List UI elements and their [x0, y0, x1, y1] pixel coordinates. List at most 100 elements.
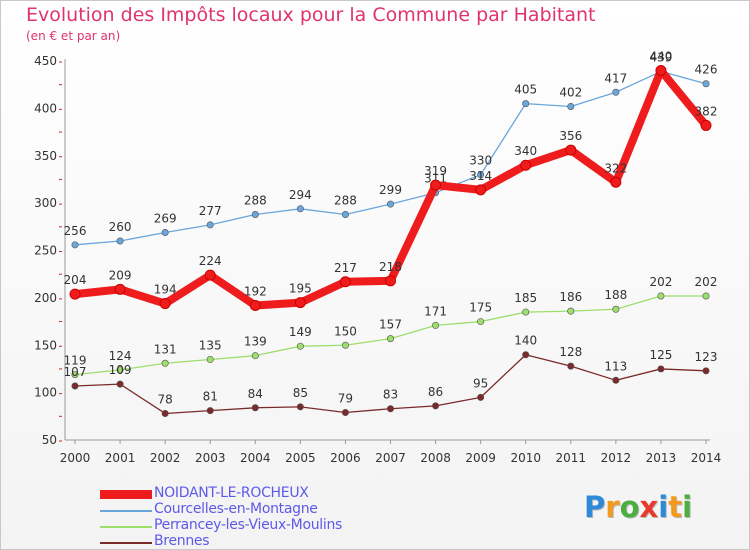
data-label-perrancey-les-vieux-moulins: 175 [469, 301, 492, 315]
data-point-noidant-le-rocheux [114, 283, 126, 295]
data-point-noidant-le-rocheux [655, 64, 667, 76]
x-tick-label: 2001 [105, 451, 136, 465]
logo-letter: i [682, 490, 693, 524]
data-point-perrancey-les-vieux-moulins [477, 318, 485, 326]
data-label-noidant-le-rocheux: 192 [244, 284, 267, 298]
y-tick-label: 450 [34, 54, 57, 68]
data-label-brennes: 79 [338, 392, 353, 406]
data-point-brennes [251, 404, 259, 412]
data-label-noidant-le-rocheux: 440 [649, 49, 672, 63]
x-tick-label: 2000 [60, 451, 91, 465]
data-point-courcelles-en-montagne [477, 171, 485, 179]
logo-letter: r [605, 490, 620, 524]
data-point-perrancey-les-vieux-moulins [702, 292, 710, 300]
data-point-noidant-le-rocheux [249, 299, 261, 311]
data-label-brennes: 84 [248, 387, 263, 401]
data-point-perrancey-les-vieux-moulins [161, 359, 169, 367]
data-label-brennes: 78 [158, 392, 173, 406]
data-point-courcelles-en-montagne [206, 221, 214, 229]
data-point-brennes [161, 409, 169, 417]
data-label-noidant-le-rocheux: 217 [334, 261, 357, 275]
data-label-perrancey-les-vieux-moulins: 135 [199, 338, 222, 352]
logo-letter: t [668, 490, 683, 524]
y-tick-label: 50 [42, 433, 57, 447]
data-label-courcelles-en-montagne: 439 [649, 50, 672, 64]
data-point-brennes [657, 365, 665, 373]
data-label-perrancey-les-vieux-moulins: 124 [109, 349, 132, 363]
data-point-noidant-le-rocheux [69, 288, 81, 300]
data-label-perrancey-les-vieux-moulins: 149 [289, 325, 312, 339]
data-point-courcelles-en-montagne [702, 80, 710, 88]
x-tick-label: 2014 [691, 451, 722, 465]
data-label-brennes: 81 [203, 390, 218, 404]
data-point-noidant-le-rocheux [159, 298, 171, 310]
data-label-noidant-le-rocheux: 195 [289, 282, 312, 296]
legend-label: NOIDANT-LE-ROCHEUX [154, 485, 309, 501]
data-label-noidant-le-rocheux: 340 [514, 144, 537, 158]
x-tick-label: 2011 [556, 451, 587, 465]
data-label-brennes: 109 [109, 363, 132, 377]
data-point-noidant-le-rocheux [520, 159, 532, 171]
x-tick-label: 2010 [510, 451, 541, 465]
x-tick-label: 2004 [240, 451, 271, 465]
y-tick-label: 100 [34, 386, 57, 400]
data-label-noidant-le-rocheux: 382 [695, 104, 718, 118]
data-point-perrancey-les-vieux-moulins [657, 292, 665, 300]
data-label-perrancey-les-vieux-moulins: 171 [424, 304, 447, 318]
data-label-perrancey-les-vieux-moulins: 202 [695, 275, 718, 289]
data-point-perrancey-les-vieux-moulins [296, 342, 304, 350]
data-point-brennes [116, 380, 124, 388]
data-label-noidant-le-rocheux: 356 [559, 129, 582, 143]
legend-swatch [100, 542, 152, 544]
data-label-courcelles-en-montagne: 294 [289, 188, 312, 202]
data-point-brennes [567, 362, 575, 370]
data-label-perrancey-les-vieux-moulins: 188 [604, 288, 627, 302]
logo-letter: o [619, 490, 640, 524]
data-point-noidant-le-rocheux [700, 119, 712, 131]
data-point-brennes [432, 402, 440, 410]
data-label-courcelles-en-montagne: 417 [604, 71, 627, 85]
data-point-perrancey-les-vieux-moulins [567, 307, 575, 315]
x-tick-label: 2005 [285, 451, 316, 465]
data-point-courcelles-en-montagne [341, 210, 349, 218]
data-label-perrancey-les-vieux-moulins: 150 [334, 324, 357, 338]
data-point-courcelles-en-montagne [161, 228, 169, 236]
data-label-courcelles-en-montagne: 256 [64, 224, 87, 238]
data-point-brennes [341, 409, 349, 417]
legend-swatch [100, 510, 152, 512]
data-label-noidant-le-rocheux: 322 [604, 161, 627, 175]
data-point-noidant-le-rocheux [204, 269, 216, 281]
data-label-perrancey-les-vieux-moulins: 157 [379, 318, 402, 332]
data-label-courcelles-en-montagne: 288 [244, 193, 267, 207]
data-point-courcelles-en-montagne [567, 102, 575, 110]
data-point-perrancey-les-vieux-moulins [251, 352, 259, 360]
data-label-perrancey-les-vieux-moulins: 202 [649, 275, 672, 289]
data-label-perrancey-les-vieux-moulins: 185 [514, 291, 537, 305]
data-point-courcelles-en-montagne [296, 205, 304, 213]
legend-label: Courcelles-en-Montagne [154, 501, 318, 517]
data-point-noidant-le-rocheux [294, 297, 306, 309]
y-tick-label: 150 [34, 338, 57, 352]
data-label-brennes: 125 [649, 348, 672, 362]
data-point-brennes [612, 376, 620, 384]
data-point-perrancey-les-vieux-moulins [432, 321, 440, 329]
data-label-perrancey-les-vieux-moulins: 186 [559, 290, 582, 304]
x-tick-label: 2008 [420, 451, 451, 465]
x-tick-label: 2013 [646, 451, 677, 465]
data-point-noidant-le-rocheux [430, 179, 442, 191]
chart-subtitle: (en € et par an) [26, 29, 121, 43]
data-label-brennes: 123 [695, 350, 718, 364]
proxiti-logo: Proxiti [584, 490, 692, 524]
data-label-brennes: 113 [604, 359, 627, 373]
data-label-perrancey-les-vieux-moulins: 139 [244, 335, 267, 349]
data-point-perrancey-les-vieux-moulins [206, 355, 214, 363]
data-point-brennes [386, 405, 394, 413]
y-tick-label: 400 [34, 101, 57, 115]
x-tick-label: 2006 [330, 451, 361, 465]
legend-label: Brennes [154, 533, 210, 549]
data-label-noidant-le-rocheux: 224 [199, 254, 222, 268]
y-tick-label: 300 [34, 196, 57, 210]
data-point-brennes [296, 403, 304, 411]
chart-title: Evolution des Impôts locaux pour la Comm… [26, 4, 596, 26]
